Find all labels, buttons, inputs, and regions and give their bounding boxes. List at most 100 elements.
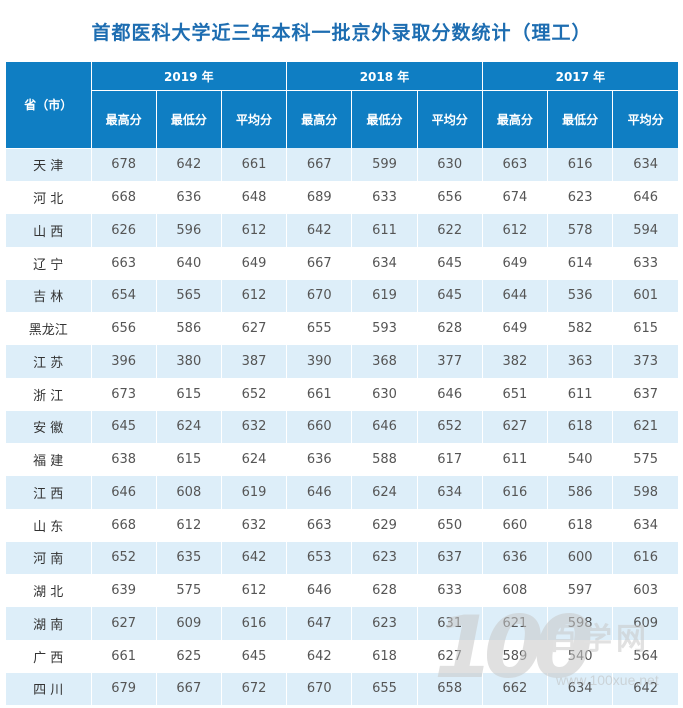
score-cell: 658 bbox=[417, 672, 483, 706]
score-cell: 642 bbox=[221, 541, 288, 575]
table-row: 安 徽 645 624 632 660 646 652 627 618 621 bbox=[6, 410, 678, 444]
score-cell: 618 bbox=[547, 410, 614, 444]
score-cell: 646 bbox=[286, 476, 353, 509]
score-cell: 645 bbox=[417, 279, 483, 313]
score-cell: 663 bbox=[91, 246, 157, 280]
score-cell: 608 bbox=[156, 476, 222, 509]
score-cell: 616 bbox=[482, 476, 549, 509]
score-cell: 387 bbox=[221, 345, 288, 378]
table-row: 河 北 668 636 648 689 633 656 674 623 646 bbox=[6, 181, 678, 214]
score-cell: 622 bbox=[417, 214, 483, 247]
score-cell: 633 bbox=[351, 181, 418, 214]
province-cell: 湖 北 bbox=[6, 574, 92, 607]
score-cell: 615 bbox=[156, 443, 222, 476]
score-cell: 652 bbox=[221, 377, 288, 411]
score-cell: 661 bbox=[286, 377, 353, 411]
table-row: 广 西 661 625 645 642 618 627 589 540 564 bbox=[6, 639, 678, 673]
score-cell: 649 bbox=[482, 312, 549, 345]
score-cell: 667 bbox=[156, 672, 222, 706]
score-cell: 660 bbox=[482, 508, 549, 542]
score-cell: 663 bbox=[482, 148, 549, 182]
table-row: 湖 南 627 609 616 647 623 631 621 598 609 bbox=[6, 607, 678, 640]
province-cell: 山 东 bbox=[6, 508, 92, 542]
table-row: 江 苏 396 380 387 390 368 377 382 363 373 bbox=[6, 345, 678, 378]
table-row: 山 东 668 612 632 663 629 650 660 618 634 bbox=[6, 508, 678, 542]
score-cell: 380 bbox=[156, 345, 222, 378]
score-cell: 651 bbox=[482, 377, 549, 411]
score-cell: 631 bbox=[417, 607, 483, 640]
score-cell: 634 bbox=[612, 148, 678, 182]
score-cell: 582 bbox=[547, 312, 614, 345]
score-cell: 575 bbox=[612, 443, 678, 476]
score-cell: 564 bbox=[612, 639, 678, 673]
score-cell: 650 bbox=[417, 508, 483, 542]
score-cell: 586 bbox=[156, 312, 222, 345]
score-table: 省（市） 2019 年 2018 年 2017 年 最高分 最低分 平均分 最高… bbox=[6, 62, 678, 706]
score-cell: 594 bbox=[612, 214, 678, 247]
score-cell: 634 bbox=[351, 246, 418, 280]
col-header-min: 最低分 bbox=[156, 90, 222, 148]
score-cell: 611 bbox=[547, 377, 614, 411]
score-cell: 619 bbox=[351, 279, 418, 313]
score-cell: 627 bbox=[417, 639, 483, 673]
score-cell: 586 bbox=[547, 476, 614, 509]
score-cell: 623 bbox=[547, 181, 614, 214]
table-row: 辽 宁 663 640 649 667 634 645 649 614 633 bbox=[6, 246, 678, 280]
score-cell: 633 bbox=[612, 246, 678, 280]
province-cell: 浙 江 bbox=[6, 377, 92, 411]
score-cell: 667 bbox=[286, 148, 353, 182]
score-cell: 633 bbox=[417, 574, 483, 607]
score-cell: 634 bbox=[417, 476, 483, 509]
score-cell: 603 bbox=[612, 574, 678, 607]
score-cell: 615 bbox=[156, 377, 222, 411]
score-cell: 621 bbox=[612, 410, 678, 444]
table-row: 江 西 646 608 619 646 624 634 616 586 598 bbox=[6, 476, 678, 509]
score-cell: 678 bbox=[91, 148, 157, 182]
score-cell: 640 bbox=[156, 246, 222, 280]
score-cell: 600 bbox=[547, 541, 614, 575]
table-body: 天 津 678 642 661 667 599 630 663 616 634 河 北 668 636 6… bbox=[6, 148, 678, 706]
score-cell: 611 bbox=[351, 214, 418, 247]
score-cell: 646 bbox=[91, 476, 157, 509]
score-cell: 632 bbox=[221, 508, 288, 542]
province-cell: 福 建 bbox=[6, 443, 92, 476]
score-cell: 627 bbox=[482, 410, 549, 444]
score-cell: 673 bbox=[91, 377, 157, 411]
score-cell: 670 bbox=[286, 279, 353, 313]
province-cell: 江 西 bbox=[6, 476, 92, 509]
table-row: 福 建 638 615 624 636 588 617 611 540 575 bbox=[6, 443, 678, 476]
score-cell: 644 bbox=[482, 279, 549, 313]
score-cell: 368 bbox=[351, 345, 418, 378]
score-cell: 635 bbox=[156, 541, 222, 575]
score-cell: 634 bbox=[547, 672, 614, 706]
province-header: 省（市） bbox=[6, 62, 92, 149]
col-header-max: 最高分 bbox=[286, 90, 353, 148]
score-cell: 628 bbox=[351, 574, 418, 607]
score-cell: 649 bbox=[482, 246, 549, 280]
score-cell: 648 bbox=[221, 181, 288, 214]
table-row: 山 西 626 596 612 642 611 622 612 578 594 bbox=[6, 214, 678, 247]
province-cell: 湖 南 bbox=[6, 607, 92, 640]
score-cell: 565 bbox=[156, 279, 222, 313]
table-row: 浙 江 673 615 652 661 630 646 651 611 637 bbox=[6, 377, 678, 411]
page-title: 首都医科大学近三年本科一批京外录取分数统计（理工） bbox=[91, 22, 592, 44]
score-cell: 598 bbox=[547, 607, 614, 640]
score-cell: 624 bbox=[351, 476, 418, 509]
score-cell: 656 bbox=[417, 181, 483, 214]
province-cell: 吉 林 bbox=[6, 279, 92, 313]
score-cell: 601 bbox=[612, 279, 678, 313]
score-cell: 377 bbox=[417, 345, 483, 378]
score-cell: 615 bbox=[612, 312, 678, 345]
score-cell: 637 bbox=[417, 541, 483, 575]
score-cell: 596 bbox=[156, 214, 222, 247]
score-cell: 672 bbox=[221, 672, 288, 706]
score-cell: 642 bbox=[156, 148, 222, 182]
table-row: 湖 北 639 575 612 646 628 633 608 597 603 bbox=[6, 574, 678, 607]
score-cell: 655 bbox=[286, 312, 353, 345]
province-cell: 山 西 bbox=[6, 214, 92, 247]
score-cell: 536 bbox=[547, 279, 614, 313]
score-cell: 646 bbox=[286, 574, 353, 607]
col-header-min: 最低分 bbox=[547, 90, 614, 148]
score-cell: 611 bbox=[482, 443, 549, 476]
score-cell: 608 bbox=[482, 574, 549, 607]
